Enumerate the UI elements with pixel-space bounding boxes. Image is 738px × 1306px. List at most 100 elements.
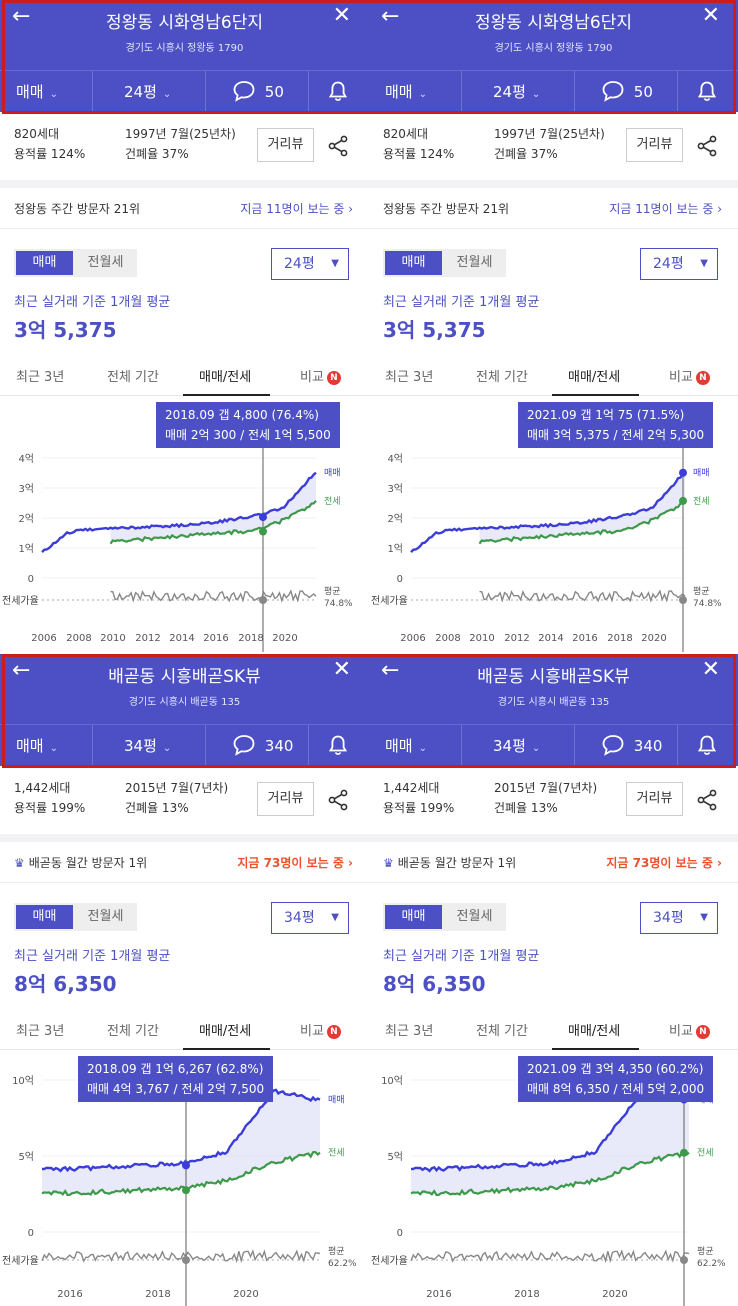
viewers-now-link[interactable]: 지금 11명이 보는 중 › (240, 202, 353, 216)
size-dropdown[interactable]: 24평 ⌄ (493, 71, 540, 113)
tab-recent-3y[interactable]: 최근 3년 (16, 1024, 65, 1039)
divider (205, 71, 206, 113)
viewers-now-link[interactable]: 지금 11명이 보는 중 › (609, 202, 722, 216)
share-icon[interactable] (695, 788, 719, 812)
street-view-button[interactable]: 거리뷰 (626, 782, 683, 816)
tab-compare[interactable]: 비교 N (669, 366, 710, 385)
trade-type-dropdown[interactable]: 매매 ⌄ (16, 725, 58, 767)
tab-all-period[interactable]: 전체 기간 (107, 370, 159, 385)
toggle-jeonse[interactable]: 전월세 (456, 255, 493, 270)
active-tab-underline (552, 394, 639, 396)
close-icon[interactable]: ✕ (701, 3, 720, 28)
ratio-marker-point (680, 1256, 688, 1264)
back-arrow-icon[interactable]: ← (12, 658, 31, 683)
tab-all-period[interactable]: 전체 기간 (476, 370, 528, 385)
share-icon[interactable] (326, 788, 350, 812)
tab-sale-jeonse[interactable]: 매매/전세 (568, 1024, 621, 1039)
size-dropdown[interactable]: 34평 ⌄ (493, 725, 540, 767)
trade-toggle: 매매 전월세 (383, 249, 506, 277)
toggle-jeonse[interactable]: 전월세 (87, 909, 124, 924)
x-tick-label: 2016 (572, 633, 597, 644)
average-price: 8억 6,350 (383, 972, 486, 996)
x-tick-label: 2018 (514, 1289, 539, 1300)
apartment-title: 정왕동 시화영남6단지 (106, 13, 263, 33)
close-icon[interactable]: ✕ (332, 3, 351, 28)
close-icon[interactable]: ✕ (332, 657, 351, 682)
ratio-line (110, 589, 317, 603)
viewers-now-link[interactable]: 지금 73명이 보는 중 › (237, 856, 353, 870)
tab-all-period[interactable]: 전체 기간 (476, 1024, 528, 1039)
close-icon[interactable]: ✕ (701, 657, 720, 682)
y-tick-label: 3억 (387, 483, 403, 495)
jeonse-line (109, 500, 317, 545)
speech-bubble-icon (602, 735, 624, 756)
jeonse-series-label: 전세 (324, 496, 341, 507)
panel-header: ← 정왕동 시화영남6단지 ✕ 경기도 시흥시 정왕동 1790 매매 ⌄ 24평… (369, 0, 738, 113)
bell-button[interactable] (328, 71, 348, 113)
tab-compare-label: 비교 (669, 1024, 693, 1039)
toggle-sale[interactable]: 매매 (385, 251, 442, 275)
toggle-sale[interactable]: 매매 (16, 251, 73, 275)
bell-button[interactable] (328, 725, 348, 767)
tab-compare[interactable]: 비교 N (300, 1020, 341, 1039)
trade-type-dropdown[interactable]: 매매 ⌄ (16, 71, 58, 113)
tab-recent-3y[interactable]: 최근 3년 (385, 370, 434, 385)
comments-button[interactable]: 50 (601, 71, 653, 113)
street-view-button[interactable]: 거리뷰 (626, 128, 683, 162)
ratio-axis-label: 전세가율 (371, 595, 408, 607)
comments-button[interactable]: 340 (232, 725, 293, 767)
size-select[interactable]: 24평 ▼ (271, 248, 349, 280)
size-select[interactable]: 24평 ▼ (640, 248, 718, 280)
size-select[interactable]: 34평 ▼ (640, 902, 718, 934)
size-select[interactable]: 34평 ▼ (271, 902, 349, 934)
tab-sale-jeonse[interactable]: 매매/전세 (199, 370, 252, 385)
back-arrow-icon[interactable]: ← (381, 4, 400, 29)
comments-button[interactable]: 340 (601, 725, 662, 767)
toggle-jeonse[interactable]: 전월세 (87, 255, 124, 270)
tab-compare[interactable]: 비교 N (300, 366, 341, 385)
size-dropdown[interactable]: 34평 ⌄ (124, 725, 171, 767)
share-icon[interactable] (695, 134, 719, 158)
back-arrow-icon[interactable]: ← (12, 4, 31, 29)
back-arrow-icon[interactable]: ← (381, 658, 400, 683)
trade-type-dropdown[interactable]: 매매 ⌄ (385, 71, 427, 113)
tab-sale-jeonse[interactable]: 매매/전세 (199, 1024, 252, 1039)
header-filter-row: 매매 ⌄ 34평 ⌄ 340 (369, 724, 738, 767)
apartment-panel-4: ← 배곧동 시흥배곧SK뷰 ✕ 경기도 시흥시 배곧동 135 매매 ⌄ 34평 ⌄… (369, 654, 738, 1306)
tab-recent-3y[interactable]: 최근 3년 (385, 1024, 434, 1039)
bell-button[interactable] (697, 71, 717, 113)
size-label: 24평 (124, 83, 157, 101)
average-label: 최근 실거래 기준 1개월 평균 (383, 295, 540, 310)
x-tick-label: 2016 (203, 633, 228, 644)
tab-all-period[interactable]: 전체 기간 (107, 1024, 159, 1039)
tab-compare[interactable]: 비교 N (669, 1020, 710, 1039)
comments-button[interactable]: 50 (232, 71, 284, 113)
share-icon[interactable] (326, 134, 350, 158)
info-right: 1997년 7월(25년차) 건폐율 37% (494, 124, 605, 164)
sale-marker-point (182, 1161, 190, 1170)
info-left: 820세대 용적률 124% (14, 124, 85, 164)
y-tick-label: 10억 (381, 1075, 403, 1087)
building-coverage-ratio: 건폐율 37% (125, 147, 189, 161)
toggle-sale[interactable]: 매매 (16, 905, 73, 929)
ratio-line (41, 1249, 321, 1264)
size-label: 24평 (493, 83, 526, 101)
y-tick-label: 4억 (18, 453, 34, 465)
chevron-down-icon: ⌄ (418, 743, 427, 754)
street-view-button[interactable]: 거리뷰 (257, 128, 314, 162)
tab-recent-3y[interactable]: 최근 3년 (16, 370, 65, 385)
street-view-button[interactable]: 거리뷰 (257, 782, 314, 816)
y-tick-label: 5억 (387, 1151, 403, 1163)
trade-toggle: 매매 전월세 (14, 903, 137, 931)
size-dropdown[interactable]: 24평 ⌄ (124, 71, 171, 113)
trade-type-dropdown[interactable]: 매매 ⌄ (385, 725, 427, 767)
viewers-now-link[interactable]: 지금 73명이 보는 중 › (606, 856, 722, 870)
tab-sale-jeonse[interactable]: 매매/전세 (568, 370, 621, 385)
toggle-jeonse[interactable]: 전월세 (456, 909, 493, 924)
new-badge: N (695, 371, 710, 385)
bell-button[interactable] (697, 725, 717, 767)
toggle-sale[interactable]: 매매 (385, 905, 442, 929)
